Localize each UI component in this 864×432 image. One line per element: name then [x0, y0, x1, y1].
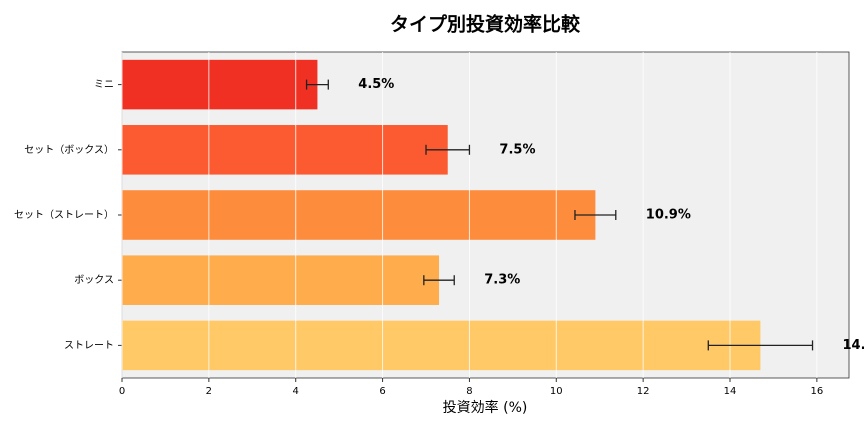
- x-tick-label: 6: [379, 386, 385, 397]
- chart-title: タイプ別投資効率比較: [390, 13, 581, 36]
- value-label: 4.5%: [358, 77, 394, 92]
- x-tick-label: 12: [637, 386, 650, 397]
- value-label: 7.5%: [499, 142, 535, 157]
- x-tick-label: 14: [724, 386, 737, 397]
- bar: [122, 125, 448, 175]
- x-tick-label: 0: [119, 386, 125, 397]
- bar: [122, 190, 596, 240]
- x-tick-label: 2: [206, 386, 212, 397]
- y-tick-label: セット（ボックス）: [24, 144, 114, 156]
- bar: [122, 320, 761, 371]
- y-tick-label: セット（ストレート）: [14, 209, 114, 221]
- bar: [122, 255, 440, 305]
- x-tick-label: 10: [550, 386, 563, 397]
- x-tick-label: 8: [466, 386, 472, 397]
- y-tick-label: ボックス: [74, 274, 114, 286]
- bar: [122, 59, 318, 110]
- x-tick-label: 4: [293, 386, 299, 397]
- x-tick-label: 16: [810, 386, 823, 397]
- value-label: 7.3%: [484, 273, 520, 288]
- y-tick-label: ミニ: [94, 80, 114, 91]
- value-label: 14.7%: [843, 338, 864, 353]
- value-label: 10.9%: [646, 208, 691, 223]
- x-axis-label: 投資効率 (%): [443, 399, 528, 416]
- y-tick-label: ストレート: [64, 340, 114, 351]
